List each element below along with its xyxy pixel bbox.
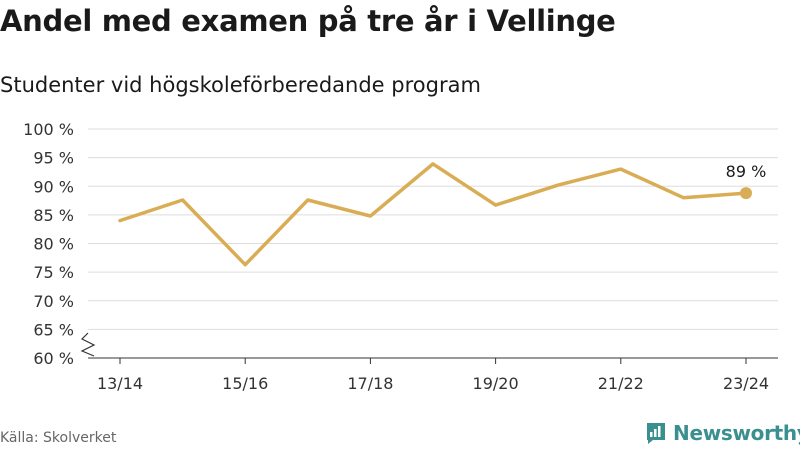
y-tick-label: 75 % [33, 263, 74, 282]
y-tick-label: 90 % [33, 177, 74, 196]
y-tick-label: 100 % [23, 120, 74, 139]
y-tick-label: 70 % [33, 292, 74, 311]
x-tick-label: 15/16 [222, 374, 268, 393]
chart-subtitle: Studenter vid högskoleförberedande progr… [0, 73, 481, 97]
series-line [118, 162, 748, 267]
y-tick-label: 80 % [33, 235, 74, 254]
axis-break-mark [80, 332, 96, 357]
x-axis: 13/14 15/16 17/18 19/20 21/22 23/24 [88, 357, 778, 393]
brand-name: Newsworthy [673, 421, 800, 445]
y-tick-label: 95 % [33, 149, 74, 168]
x-tick-label: 23/24 [723, 374, 769, 393]
y-tick-label: 60 % [33, 349, 74, 368]
y-tick-label: 65 % [33, 320, 74, 339]
x-tick-label: 13/14 [97, 374, 143, 393]
x-tick-label: 17/18 [347, 374, 393, 393]
source-label: Källa: Skolverket [0, 430, 117, 446]
y-axis-break [80, 332, 96, 357]
x-tick-label: 19/20 [473, 374, 519, 393]
brand-logo: Newsworthy [645, 420, 800, 446]
y-axis-tick-labels: 60 % 65 % 70 % 75 % 80 % 85 % 90 % 95 % 100 % [23, 120, 74, 368]
series-layer [118, 162, 748, 267]
chart-title: Andel med examen på tre år i Vellinge [0, 4, 616, 38]
newsworthy-logo-icon [647, 423, 665, 444]
annotations: 89 % [726, 162, 767, 200]
y-tick-label: 85 % [33, 206, 74, 225]
last-point-marker [740, 187, 752, 200]
line-chart: 60 % 65 % 70 % 75 % 80 % 85 % 90 % 95 % 100 % 13… [23, 120, 778, 393]
gridlines [88, 128, 778, 330]
x-tick-label: 21/22 [598, 374, 644, 393]
data-label: 89 % [726, 162, 767, 181]
